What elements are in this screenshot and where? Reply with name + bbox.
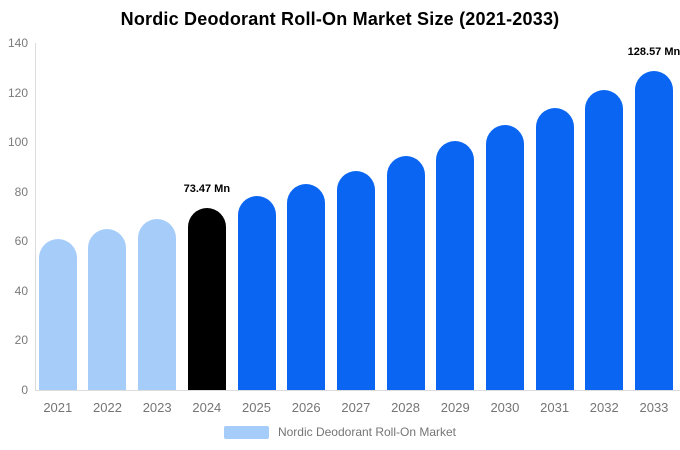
bar-2031[interactable] — [535, 108, 574, 390]
x-tick-label-2032: 2032 — [589, 400, 619, 415]
chart-title: Nordic Deodorant Roll-On Market Size (20… — [120, 9, 560, 29]
data-label-2033: 128.57 Mn — [627, 46, 680, 59]
y-tick-label-100: 100 — [7, 135, 28, 150]
x-tick-label-2022: 2022 — [93, 400, 122, 415]
legend-swatch — [223, 425, 269, 439]
x-tick-label-2033: 2033 — [639, 400, 669, 415]
x-tick-label-2026: 2026 — [291, 400, 321, 415]
x-tick-label-2023: 2023 — [142, 400, 172, 415]
x-axis-line — [35, 390, 680, 391]
x-tick-label-2024: 2024 — [192, 400, 222, 415]
x-tick-label-2028: 2028 — [391, 400, 420, 415]
bar-2030[interactable] — [485, 125, 524, 390]
bar-2033[interactable] — [634, 71, 673, 390]
bar-2027[interactable] — [336, 170, 375, 390]
y-tick-label-120: 120 — [7, 85, 28, 100]
bar-2026[interactable] — [287, 183, 326, 390]
y-tick-label-20: 20 — [14, 333, 28, 348]
x-tick-label-2030: 2030 — [490, 400, 520, 415]
bar-2032[interactable] — [585, 90, 624, 390]
y-axis-line — [35, 43, 36, 390]
y-tick-label-80: 80 — [14, 184, 28, 199]
bar-2022[interactable] — [88, 229, 127, 390]
y-tick-label-0: 0 — [21, 383, 28, 397]
y-tick-label-60: 60 — [14, 234, 28, 249]
x-tick-label-2029: 2029 — [440, 400, 470, 415]
x-tick-label-2025: 2025 — [242, 400, 271, 415]
data-label-2024: 73.47 Mn — [183, 182, 231, 195]
bar-2029[interactable] — [436, 141, 475, 390]
y-tick-label-40: 40 — [14, 283, 28, 298]
legend-label: Nordic Deodorant Roll-On Market — [277, 425, 457, 439]
bar-2028[interactable] — [386, 156, 425, 390]
legend[interactable]: Nordic Deodorant Roll-On Market — [0, 425, 680, 439]
bar-2021[interactable] — [38, 238, 77, 390]
bar-2023[interactable] — [138, 218, 177, 390]
x-tick-label-2021: 2021 — [43, 400, 73, 415]
y-tick-label-140: 140 — [7, 36, 28, 50]
bar-2025[interactable] — [237, 196, 276, 390]
x-tick-label-2031: 2031 — [540, 400, 570, 415]
bar-2024[interactable] — [187, 207, 226, 390]
x-tick-label-2027: 2027 — [341, 400, 371, 415]
